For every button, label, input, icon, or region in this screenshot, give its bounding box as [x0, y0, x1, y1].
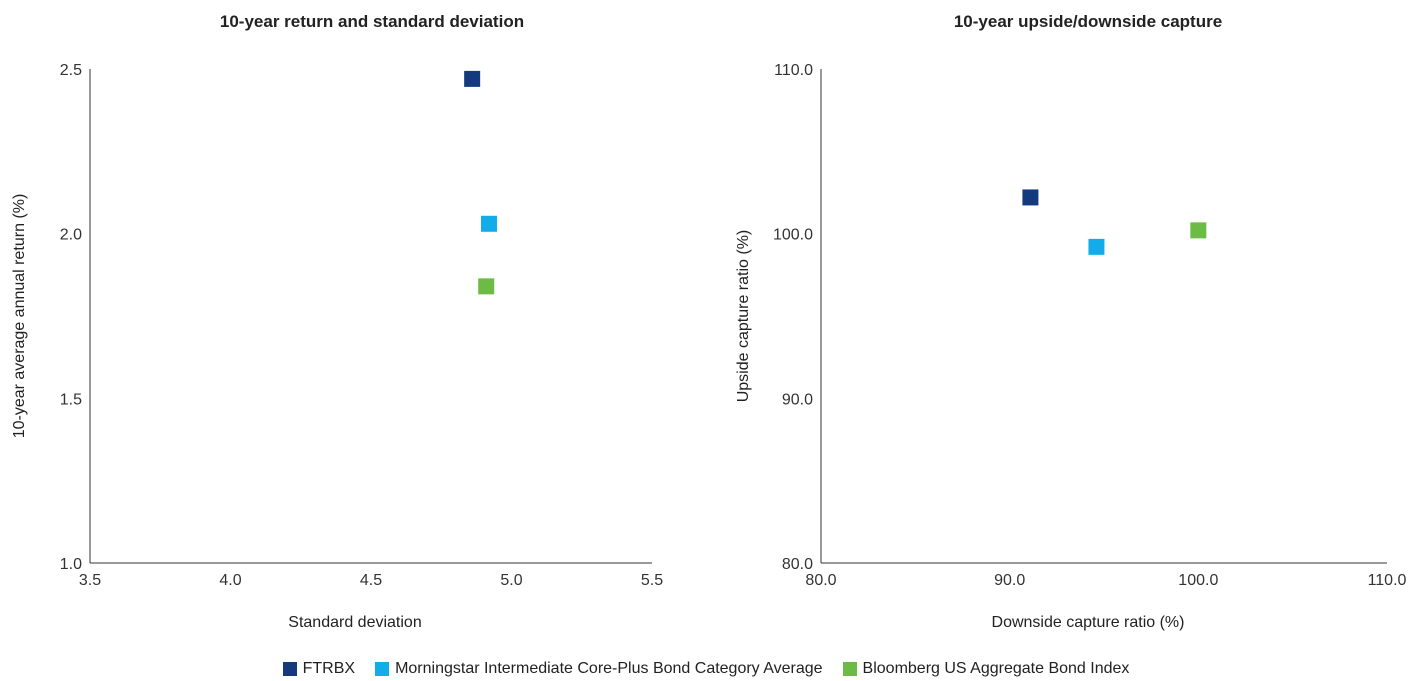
chart2-y-tick-label: 100.0	[773, 227, 813, 244]
chart2-point-ftrbx	[1022, 189, 1039, 206]
chart1-x-tick-label: 4.0	[219, 572, 241, 589]
legend-swatch-aggregate-index	[842, 662, 857, 676]
legend-swatch-category-average	[375, 662, 390, 676]
chart2-x-axis-label: Downside capture ratio (%)	[992, 614, 1185, 631]
chart1-x-axis-label: Standard deviation	[288, 614, 421, 631]
chart1-title: 10-year return and standard deviation	[220, 12, 524, 31]
chart1-y-tick-label: 2.5	[60, 62, 82, 79]
chart1-point-ftrbx	[464, 70, 481, 87]
legend-label-aggregate-index: Bloomberg US Aggregate Bond Index	[862, 660, 1130, 677]
chart2-y-tick-label: 90.0	[782, 391, 813, 408]
legend-item-category-average: Morningstar Intermediate Core-Plus Bond …	[375, 660, 823, 678]
chart2-x-tick-label: 110.0	[1368, 572, 1407, 589]
chart2-y-axis-label: Upside capture ratio (%)	[735, 230, 752, 403]
chart1-y-tick-label: 1.0	[60, 556, 82, 573]
chart1-x-tick-label: 5.0	[500, 572, 522, 589]
chart2-x-tick-label: 100.0	[1178, 572, 1218, 589]
chart2-point-aggregate-index	[1190, 222, 1207, 239]
chart1-y-axis-label: 10-year average annual return (%)	[11, 194, 28, 439]
chart1-x-tick-label: 3.5	[79, 572, 101, 589]
legend-label-category-average: Morningstar Intermediate Core-Plus Bond …	[395, 660, 823, 677]
chart1-x-tick-label: 5.5	[641, 572, 663, 589]
chart1-y-tick-label: 1.5	[60, 391, 82, 408]
legend-item-ftrbx: FTRBX	[282, 660, 356, 678]
chart2-x-tick-label: 90.0	[994, 572, 1025, 589]
legend-item-aggregate-index: Bloomberg US Aggregate Bond Index	[842, 660, 1130, 678]
chart1-x-tick-label: 4.5	[360, 572, 382, 589]
legend-label-ftrbx: FTRBX	[302, 660, 356, 677]
chart1-point-category-average	[481, 215, 498, 232]
chart2-y-tick-label: 80.0	[782, 556, 813, 573]
chart2-point-category-average	[1088, 238, 1105, 255]
chart1-point-aggregate-index	[478, 278, 495, 295]
chart1-y-tick-label: 2.0	[60, 227, 82, 244]
chart2-y-tick-label: 110.0	[774, 62, 813, 79]
chart2-title: 10-year upside/downside capture	[954, 12, 1222, 31]
legend-swatch-ftrbx	[282, 662, 297, 676]
chart2-x-tick-label: 80.0	[805, 572, 836, 589]
legend: FTRBX Morningstar Intermediate Core-Plus…	[0, 660, 1412, 678]
